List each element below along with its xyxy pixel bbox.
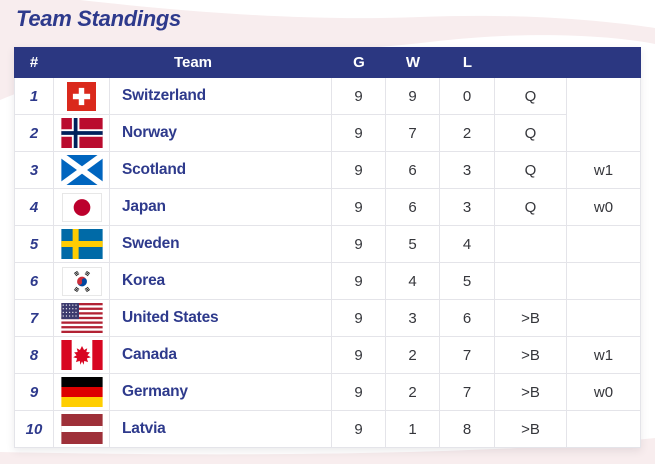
tiebreaker-cell: w0 — [567, 374, 641, 411]
column-header-games: G — [332, 47, 386, 78]
wins-cell: 2 — [386, 337, 440, 374]
games-cell: 9 — [332, 152, 386, 189]
column-header-tiebreaker — [567, 47, 641, 78]
rank-cell: 8 — [14, 337, 54, 374]
wins-cell: 5 — [386, 226, 440, 263]
losses-cell: 5 — [440, 263, 495, 300]
qualification-cell: >B — [495, 411, 567, 448]
games-cell: 9 — [332, 115, 386, 152]
wins-cell: 7 — [386, 115, 440, 152]
wins-cell: 1 — [386, 411, 440, 448]
team-cell: Canada — [110, 337, 332, 374]
flag-germany-icon — [54, 374, 110, 411]
flag-latvia-icon — [54, 411, 110, 448]
page-title: Team Standings — [16, 6, 181, 31]
team-cell: Latvia — [110, 411, 332, 448]
losses-cell: 3 — [440, 189, 495, 226]
games-cell: 9 — [332, 300, 386, 337]
flag-switzerland-icon — [54, 78, 110, 115]
games-cell: 9 — [332, 337, 386, 374]
rank-cell: 4 — [14, 189, 54, 226]
tiebreaker-cell: w1 — [567, 152, 641, 189]
tiebreaker-cell — [567, 411, 641, 448]
team-cell: Germany — [110, 374, 332, 411]
rank-cell: 1 — [14, 78, 54, 115]
rank-cell: 6 — [14, 263, 54, 300]
games-cell: 9 — [332, 263, 386, 300]
team-cell: Norway — [110, 115, 332, 152]
tiebreaker-cell — [567, 78, 641, 152]
losses-cell: 4 — [440, 226, 495, 263]
games-cell: 9 — [332, 374, 386, 411]
tiebreaker-cell — [567, 300, 641, 337]
rank-cell: 10 — [14, 411, 54, 448]
column-header-wins: W — [386, 47, 440, 78]
qualification-cell — [495, 226, 567, 263]
column-header-rank: # — [14, 47, 54, 78]
column-header-losses: L — [440, 47, 495, 78]
flag-japan-icon — [54, 189, 110, 226]
flag-united-states-icon — [54, 300, 110, 337]
standings-table: # Team G W L 1 Switzerland 9 9 0 Q 2 Nor… — [14, 47, 641, 448]
flag-sweden-icon — [54, 226, 110, 263]
team-cell: United States — [110, 300, 332, 337]
losses-cell: 3 — [440, 152, 495, 189]
losses-cell: 7 — [440, 374, 495, 411]
qualification-cell: Q — [495, 189, 567, 226]
team-cell: Japan — [110, 189, 332, 226]
rank-cell: 5 — [14, 226, 54, 263]
wins-cell: 6 — [386, 189, 440, 226]
flag-scotland-icon — [54, 152, 110, 189]
rank-cell: 3 — [14, 152, 54, 189]
rank-cell: 9 — [14, 374, 54, 411]
wins-cell: 3 — [386, 300, 440, 337]
flag-korea-icon — [54, 263, 110, 300]
losses-cell: 8 — [440, 411, 495, 448]
wins-cell: 6 — [386, 152, 440, 189]
losses-cell: 0 — [440, 78, 495, 115]
games-cell: 9 — [332, 78, 386, 115]
qualification-cell: >B — [495, 300, 567, 337]
tiebreaker-cell: w1 — [567, 337, 641, 374]
team-cell: Sweden — [110, 226, 332, 263]
losses-cell: 7 — [440, 337, 495, 374]
tiebreaker-cell — [567, 263, 641, 300]
team-cell: Korea — [110, 263, 332, 300]
games-cell: 9 — [332, 189, 386, 226]
games-cell: 9 — [332, 411, 386, 448]
flag-norway-icon — [54, 115, 110, 152]
games-cell: 9 — [332, 226, 386, 263]
rank-cell: 7 — [14, 300, 54, 337]
qualification-cell: >B — [495, 374, 567, 411]
column-header-team: Team — [54, 47, 332, 78]
tiebreaker-cell: w0 — [567, 189, 641, 226]
team-cell: Switzerland — [110, 78, 332, 115]
qualification-cell: Q — [495, 152, 567, 189]
qualification-cell: >B — [495, 337, 567, 374]
qualification-cell: Q — [495, 78, 567, 115]
losses-cell: 2 — [440, 115, 495, 152]
wins-cell: 9 — [386, 78, 440, 115]
column-header-qualification — [495, 47, 567, 78]
qualification-cell: Q — [495, 115, 567, 152]
flag-canada-icon — [54, 337, 110, 374]
rank-cell: 2 — [14, 115, 54, 152]
qualification-cell — [495, 263, 567, 300]
losses-cell: 6 — [440, 300, 495, 337]
wins-cell: 4 — [386, 263, 440, 300]
team-cell: Scotland — [110, 152, 332, 189]
tiebreaker-cell — [567, 226, 641, 263]
wins-cell: 2 — [386, 374, 440, 411]
